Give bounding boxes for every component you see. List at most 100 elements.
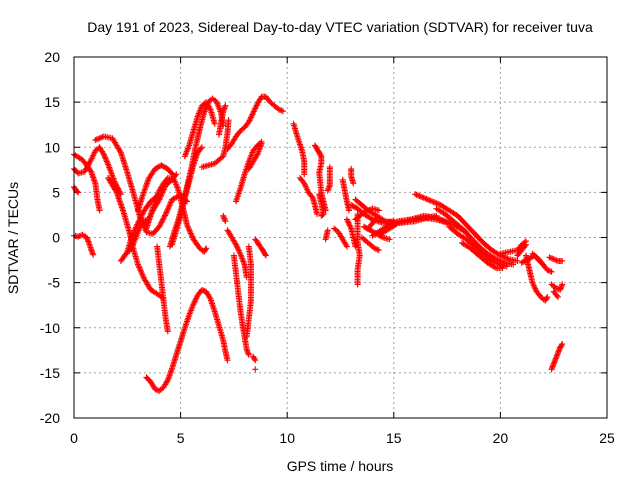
data-point <box>543 295 550 302</box>
data-point <box>538 260 545 267</box>
data-point <box>93 136 100 143</box>
data-point <box>354 281 361 288</box>
data-point <box>423 195 430 202</box>
data-point <box>129 231 136 238</box>
data-point <box>559 257 566 264</box>
data-point <box>363 225 370 232</box>
data-point <box>128 234 135 241</box>
data-point <box>278 107 285 114</box>
data-point <box>547 254 554 261</box>
data-point <box>429 198 436 205</box>
data-point <box>422 195 429 202</box>
data-point <box>252 366 259 373</box>
data-point <box>96 207 103 214</box>
data-point <box>317 152 324 159</box>
y-tick-label: -20 <box>40 410 60 426</box>
data-point <box>161 213 168 220</box>
data-point <box>368 228 375 235</box>
data-point <box>559 340 566 347</box>
data-point <box>138 270 145 277</box>
data-point <box>343 243 350 250</box>
data-point <box>262 251 269 258</box>
data-point <box>252 357 259 364</box>
data-point <box>154 387 161 394</box>
y-tick-label: 20 <box>44 49 60 65</box>
data-point <box>544 294 551 301</box>
data-point <box>156 195 163 202</box>
data-points <box>71 93 566 394</box>
data-point <box>360 209 367 216</box>
x-tick-label: 0 <box>70 430 78 446</box>
data-point <box>126 248 133 255</box>
x-axis-label: GPS time / hours <box>287 458 394 474</box>
data-point <box>206 104 213 111</box>
data-point <box>548 268 555 275</box>
data-point <box>129 241 136 248</box>
data-point <box>554 294 561 301</box>
data-point <box>203 245 210 252</box>
chart-title: Day 191 of 2023, Sidereal Day-to-day VTE… <box>87 19 593 35</box>
data-point <box>187 229 194 236</box>
data-point <box>366 226 373 233</box>
data-point <box>371 245 378 252</box>
data-point <box>412 191 419 198</box>
y-axis-label: SDTVAR / TECUs <box>5 182 21 294</box>
data-point <box>162 164 169 171</box>
data-point <box>378 233 385 240</box>
data-point <box>134 261 141 268</box>
data-point <box>225 117 232 124</box>
data-point <box>251 356 258 363</box>
data-point <box>164 328 171 335</box>
data-point <box>153 165 160 172</box>
data-point <box>156 222 163 229</box>
data-point <box>550 256 557 263</box>
data-point <box>318 212 325 219</box>
data-point <box>369 228 376 235</box>
data-point <box>167 199 174 206</box>
data-point <box>491 264 498 271</box>
data-point <box>171 173 178 180</box>
data-point <box>100 151 107 158</box>
data-point <box>546 254 553 261</box>
data-point <box>163 208 170 215</box>
data-point <box>158 162 165 169</box>
data-point <box>360 223 367 230</box>
data-point <box>544 266 551 273</box>
data-point <box>262 252 269 259</box>
y-tick-label: 0 <box>52 230 60 246</box>
data-point <box>135 263 142 270</box>
data-point <box>558 342 565 349</box>
data-point <box>521 243 528 250</box>
y-tick-label: -5 <box>48 275 61 291</box>
data-point <box>140 273 147 280</box>
data-point <box>163 378 170 385</box>
data-point <box>188 231 195 238</box>
data-point <box>510 261 517 268</box>
data-point <box>189 233 196 240</box>
data-point <box>159 189 166 196</box>
data-point <box>156 223 163 230</box>
data-point <box>393 220 400 227</box>
data-point <box>491 259 498 266</box>
data-point <box>129 242 136 249</box>
data-point <box>319 211 326 218</box>
data-point <box>437 216 444 223</box>
data-point <box>185 224 192 231</box>
data-point <box>527 254 534 261</box>
data-point <box>553 292 560 299</box>
data-point <box>161 185 168 192</box>
data-point <box>424 196 431 203</box>
data-point <box>156 196 163 203</box>
data-point <box>138 268 145 275</box>
data-point <box>500 253 507 260</box>
x-tick-label: 20 <box>493 430 509 446</box>
x-tick-labels: 0 5 10 15 20 25 <box>70 430 615 446</box>
data-point <box>185 226 192 233</box>
data-point <box>417 193 424 200</box>
data-point <box>432 199 439 206</box>
data-point <box>186 227 193 234</box>
data-point <box>545 267 552 274</box>
data-point <box>152 386 159 393</box>
data-point <box>102 154 109 161</box>
data-point <box>518 259 525 266</box>
